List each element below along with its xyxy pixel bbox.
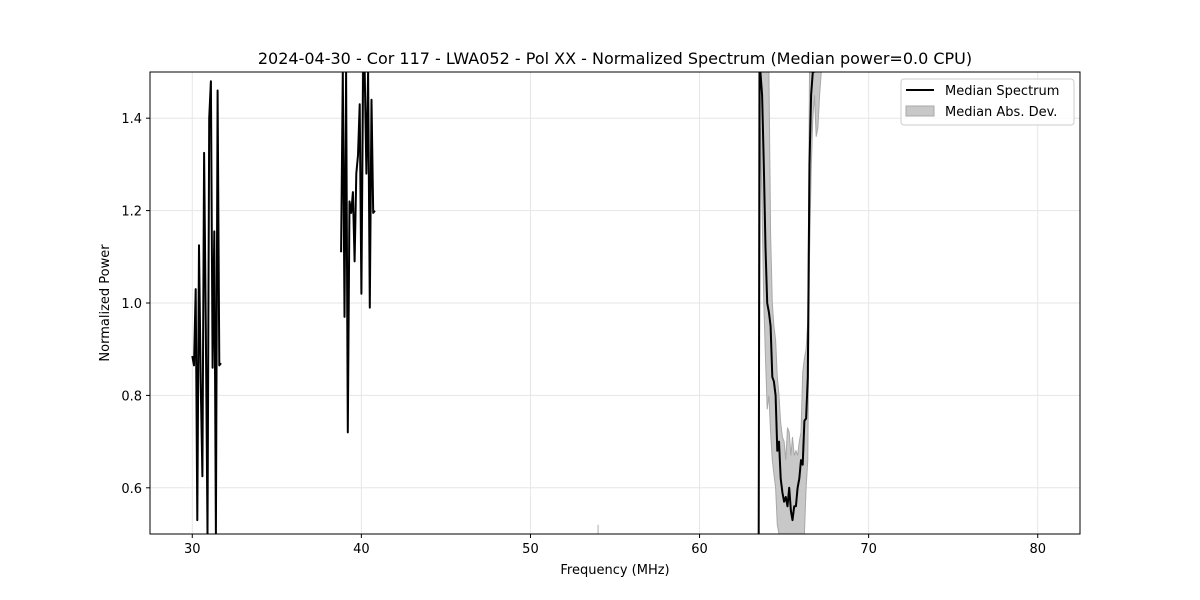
legend-box — [900, 78, 1075, 126]
plot-area — [191, 72, 827, 534]
legend: Median Spectrum Median Abs. Dev. — [900, 78, 1075, 126]
y-tick-label: 1.2 — [121, 205, 142, 220]
legend-mad-swatch — [905, 105, 935, 117]
median-spectrum-line — [191, 80, 222, 534]
x-tick-label: 80 — [1029, 542, 1046, 557]
x-tick-label: 50 — [522, 542, 539, 557]
y-tick-label: 0.6 — [121, 482, 142, 497]
y-tick-label: 0.8 — [121, 389, 142, 404]
legend-median-label: Median Spectrum — [945, 84, 1059, 99]
x-tick-label: 30 — [184, 542, 201, 557]
x-tick-label: 60 — [691, 542, 708, 557]
x-tick-label: 70 — [860, 542, 877, 557]
median-spectrum-line — [340, 72, 376, 434]
x-axis-label: Frequency (MHz) — [560, 563, 669, 578]
median-spectrum-line — [757, 72, 815, 534]
y-axis-label: Normalized Power — [98, 244, 113, 362]
y-tick-label: 1.4 — [121, 112, 142, 127]
x-tick-label: 40 — [353, 542, 370, 557]
chart-title: 2024-04-30 - Cor 117 - LWA052 - Pol XX -… — [258, 49, 972, 68]
ticks: 30 40 50 60 70 80 0.6 0.8 1.0 1.2 1.4 — [121, 112, 1046, 557]
y-tick-label: 1.0 — [121, 297, 142, 312]
legend-mad-label: Median Abs. Dev. — [945, 105, 1057, 120]
